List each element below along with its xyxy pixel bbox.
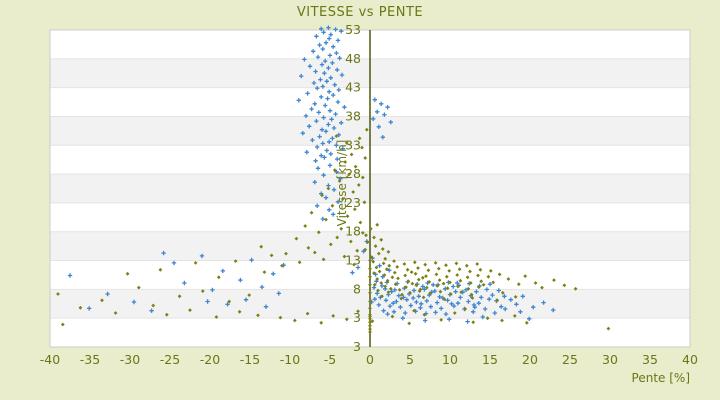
y-tick-label: 18: [345, 224, 361, 239]
y-tick-label: 48: [345, 51, 361, 66]
series-series_2-points: [56, 127, 611, 334]
x-tick-label: -5: [324, 352, 336, 367]
chart-title: VITESSE vs PENTE: [296, 5, 424, 20]
y-tick-label: 3: [353, 310, 361, 325]
x-tick-label: 0: [366, 352, 374, 367]
x-tick-label: 40: [682, 352, 698, 367]
x-tick-label: -10: [280, 352, 300, 367]
x-tick-label: -20: [200, 352, 220, 367]
y-tick-label: 53: [345, 22, 361, 37]
y-tick-label: 23: [345, 195, 361, 210]
x-tick-label: -30: [120, 352, 140, 367]
y-tick-label: 28: [345, 166, 361, 181]
x-tick-label: -15: [240, 352, 260, 367]
y-tick-label: 13: [345, 253, 361, 268]
x-tick-label: 15: [482, 352, 498, 367]
x-tick-label: -35: [80, 352, 100, 367]
y-tick-label: 43: [345, 80, 361, 95]
x-tick-label: 20: [522, 352, 538, 367]
x-tick-label: 5: [406, 352, 414, 367]
y-tick-label: 8: [353, 281, 361, 296]
x-tick-label: 35: [642, 352, 658, 367]
x-tick-label: 25: [562, 352, 578, 367]
y-axis-title: Vitesse [km/h]: [335, 140, 349, 227]
x-tick-label: 30: [602, 352, 618, 367]
x-axis-title: Pente [%]: [632, 371, 690, 385]
y-tick-label: 33: [345, 137, 361, 152]
x-tick-label: -40: [40, 352, 60, 367]
series-series_1-points: [67, 25, 556, 324]
y-axis-bottom-label: 3: [353, 339, 361, 354]
x-tick-label: 10: [442, 352, 458, 367]
x-tick-label: -25: [160, 352, 180, 367]
y-tick-label: 38: [345, 108, 361, 123]
